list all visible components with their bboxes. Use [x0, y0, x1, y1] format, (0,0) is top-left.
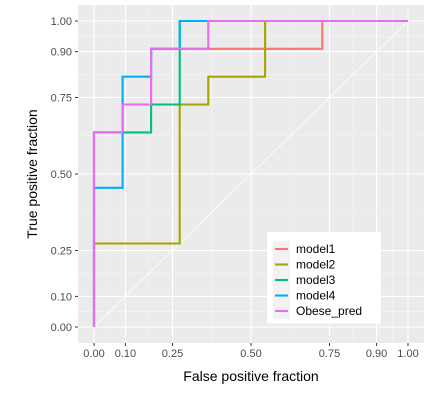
y-tick-label: 0.00: [51, 322, 72, 334]
y-tick-label: 0.10: [51, 291, 72, 303]
y-tick-label: 0.50: [51, 169, 72, 181]
y-axis-title: True positive fraction: [24, 109, 40, 238]
legend-label: model3: [296, 273, 336, 287]
series-line-model2: [92, 19, 408, 327]
x-tick-label: 0.75: [319, 348, 340, 360]
legend-label: Obese_pred: [296, 304, 362, 318]
reference-diagonal: [93, 20, 409, 328]
y-tick-label: 1.00: [51, 16, 72, 28]
y-tick-label: 0.25: [51, 246, 72, 258]
y-tick-label: 0.75: [51, 93, 72, 105]
y-axis: 0.00 0.10 0.25 0.50 0.75 0.90 1.00: [51, 16, 78, 334]
x-tick-label: 1.00: [397, 348, 418, 360]
x-tick-label: 0.25: [162, 348, 183, 360]
x-tick-label: 0.90: [366, 348, 387, 360]
x-axis: 0.00 0.10 0.25 0.50 0.75 0.90 1.00: [83, 343, 419, 360]
legend-label: model1: [296, 242, 336, 256]
y-tick-label: 0.90: [51, 47, 72, 59]
legend-label: model2: [296, 258, 336, 272]
legend-label: model4: [296, 289, 336, 303]
series-line-obese-pred: [92, 19, 408, 327]
x-axis-title: False positive fraction: [183, 368, 318, 384]
x-tick-label: 0.00: [83, 348, 104, 360]
x-tick-label: 0.50: [240, 348, 261, 360]
series-layer: [92, 19, 408, 327]
x-tick-label: 0.10: [115, 348, 136, 360]
